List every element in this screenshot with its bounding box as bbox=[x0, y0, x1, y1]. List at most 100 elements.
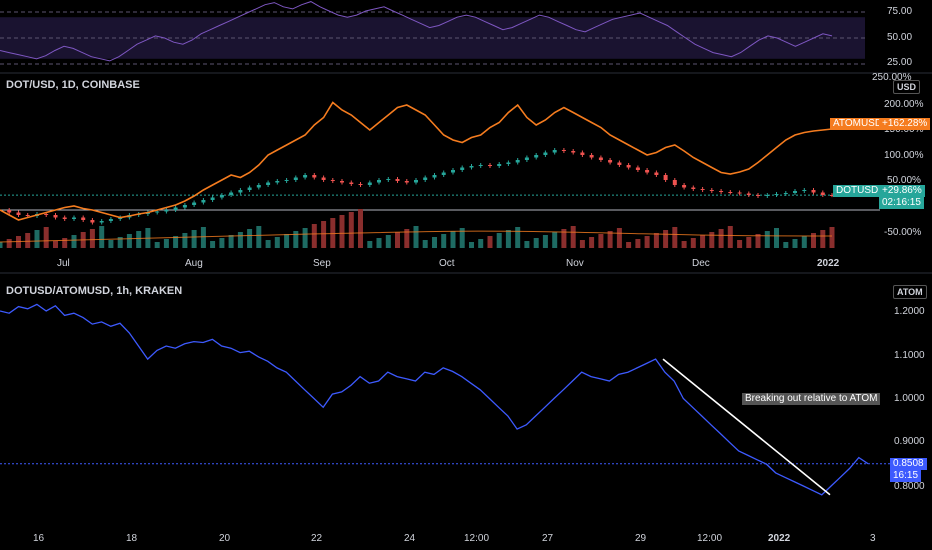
candle-body bbox=[16, 212, 21, 215]
rsi-tick-50: 50.00 bbox=[887, 32, 913, 43]
volume-bar bbox=[690, 238, 696, 248]
top-x-tick-dec: Dec bbox=[692, 258, 710, 269]
bot-x-tick-1200b: 12:00 bbox=[697, 533, 723, 544]
volume-bar bbox=[163, 239, 169, 248]
volume-bar bbox=[542, 235, 548, 248]
candle-body bbox=[229, 192, 234, 195]
candle-body bbox=[460, 167, 465, 170]
candle-body bbox=[820, 192, 825, 195]
rsi-tick-25: 25.00 bbox=[887, 57, 913, 68]
volume-bar bbox=[663, 230, 669, 248]
volume-bar bbox=[570, 226, 576, 248]
candle-body bbox=[404, 181, 409, 183]
ratio-pane bbox=[0, 303, 890, 496]
volume-bar bbox=[727, 226, 733, 248]
candle-body bbox=[700, 189, 705, 190]
candle-body bbox=[793, 191, 797, 193]
volume-bar bbox=[6, 239, 12, 248]
candle-body bbox=[432, 175, 437, 178]
candle-body bbox=[293, 177, 298, 180]
volume-bar bbox=[62, 238, 68, 248]
volume-bar bbox=[395, 232, 400, 248]
unit-atom-button[interactable]: ATOM bbox=[893, 285, 927, 299]
volume-bar bbox=[616, 228, 622, 248]
bot-x-tick-18: 18 bbox=[126, 533, 138, 544]
candle-body bbox=[108, 219, 113, 221]
volume-bar bbox=[182, 233, 188, 248]
volume-bar bbox=[154, 242, 160, 248]
candle-body bbox=[635, 167, 640, 170]
candle-body bbox=[367, 182, 372, 185]
candle-body bbox=[534, 155, 539, 158]
volume-bar bbox=[136, 231, 142, 248]
bot-x-tick-16: 16 bbox=[33, 533, 45, 544]
downtrend-line bbox=[662, 358, 831, 496]
candle-body bbox=[275, 181, 280, 183]
candle-body bbox=[756, 195, 760, 196]
volume-bar bbox=[792, 239, 798, 248]
volume-bar bbox=[274, 237, 280, 248]
volume-bar bbox=[829, 227, 835, 248]
pct-tick-100: 100.00% bbox=[884, 150, 924, 161]
candle-body bbox=[266, 182, 271, 185]
candle-body bbox=[25, 215, 30, 216]
volume-bar bbox=[191, 230, 197, 248]
volume-bar bbox=[653, 233, 659, 248]
candle-body bbox=[192, 202, 197, 205]
candle-body bbox=[497, 164, 502, 166]
candle-body bbox=[691, 187, 696, 189]
volume-bar bbox=[737, 240, 743, 248]
unit-usd-button[interactable]: USD bbox=[893, 80, 921, 94]
candle-body bbox=[358, 184, 363, 185]
candle-body bbox=[423, 177, 428, 180]
volume-bar bbox=[330, 218, 336, 248]
volume-bar bbox=[228, 235, 234, 248]
candle-body bbox=[830, 195, 834, 196]
rsi-line bbox=[0, 1, 833, 62]
volume-bar bbox=[367, 241, 373, 248]
volume-bar bbox=[524, 241, 530, 248]
candle-body bbox=[580, 152, 585, 155]
candle-body bbox=[561, 150, 566, 151]
bot-x-tick-22: 22 bbox=[311, 533, 323, 544]
candle-body bbox=[543, 152, 548, 155]
ratio-countdown: 16:15 bbox=[890, 470, 922, 482]
volume-bar bbox=[302, 228, 308, 248]
candle-body bbox=[164, 210, 169, 212]
atom-series-line bbox=[0, 101, 833, 221]
volume-bar bbox=[552, 232, 558, 248]
volume-bar bbox=[700, 235, 706, 248]
dot-series-tag: DOTUSD bbox=[833, 185, 882, 197]
volume-bar bbox=[589, 237, 595, 248]
candle-body bbox=[617, 162, 622, 165]
top-x-tick-aug: Aug bbox=[185, 258, 203, 269]
top-x-tick-jul: Jul bbox=[57, 258, 70, 269]
bot-y-tick-0.9: 0.9000 bbox=[894, 436, 925, 447]
volume-bar bbox=[579, 240, 585, 248]
bot-x-tick-24: 24 bbox=[404, 533, 416, 544]
top-pane-header: DOT/USD, 1D, COINBASE bbox=[6, 79, 140, 91]
candle-body bbox=[765, 195, 770, 196]
candle-body bbox=[377, 180, 381, 183]
candle-body bbox=[552, 150, 557, 153]
bottom-pane-header: DOTUSD/ATOMUSD, 1h, KRAKEN bbox=[6, 285, 183, 297]
bot-x-tick-20: 20 bbox=[219, 533, 231, 544]
volume-bar bbox=[505, 230, 511, 248]
rsi-pane bbox=[0, 1, 932, 74]
volume-bar bbox=[811, 233, 816, 248]
candle-body bbox=[654, 172, 659, 175]
volume-bar bbox=[644, 236, 650, 248]
candle-body bbox=[155, 211, 160, 213]
candle-body bbox=[330, 180, 335, 181]
bot-x-tick-1200a: 12:00 bbox=[464, 533, 490, 544]
volume-bar bbox=[339, 215, 345, 248]
volume-bar bbox=[376, 238, 382, 248]
volume-bar bbox=[533, 238, 539, 248]
volume-bar bbox=[635, 239, 641, 248]
volume-bar bbox=[34, 230, 40, 248]
candle-body bbox=[626, 165, 631, 168]
candle-body bbox=[451, 170, 455, 173]
candle-body bbox=[90, 220, 95, 223]
candle-body bbox=[201, 200, 206, 203]
